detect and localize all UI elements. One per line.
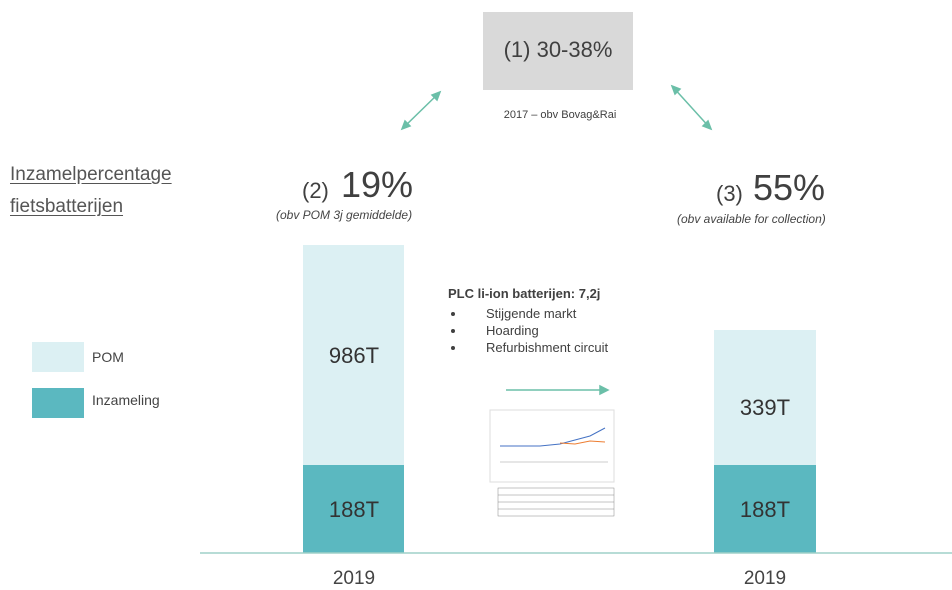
bullet: Hoarding [466,322,608,339]
note: (obv available for collection) [677,212,826,226]
note: (obv POM 3j gemiddelde) [276,208,413,222]
plc-heading: PLC li-ion batterijen: 7,2j [448,286,601,301]
segment-label: 986T [328,343,380,368]
bar-inzameling [303,465,404,553]
title: Inzamelpercentage [10,164,172,185]
percentage: 19% [341,164,414,205]
segment-label: 339T [739,395,791,420]
segment-label: 188T [328,497,380,522]
percentage: 55% [753,167,826,208]
year: 2019 [332,568,376,589]
bar-pom [303,245,404,465]
top-label: (1) 30-38% [503,37,613,62]
top-box [483,12,633,90]
arrows [400,84,713,396]
legend-label: Inzameling [92,392,160,408]
year: 2019 [743,568,787,589]
bar-pom [714,330,816,465]
legend-label: POM [92,349,124,365]
legend-swatch [32,342,84,372]
plc-bullets: Stijgende markt Hoarding Refurbishment c… [448,305,608,356]
bullet: Stijgende markt [466,305,608,322]
prefix: (2) [302,178,329,203]
top-note: 2017 – obv Bovag&Rai [503,109,617,121]
segment-label: 188T [739,497,791,522]
mini-chart [489,409,615,517]
bar-inzameling [714,465,816,553]
bullet: Refurbishment circuit [466,339,608,356]
prefix: (3) [716,181,743,206]
title: fietsbatterijen [10,196,124,217]
legend-swatch [32,388,84,418]
